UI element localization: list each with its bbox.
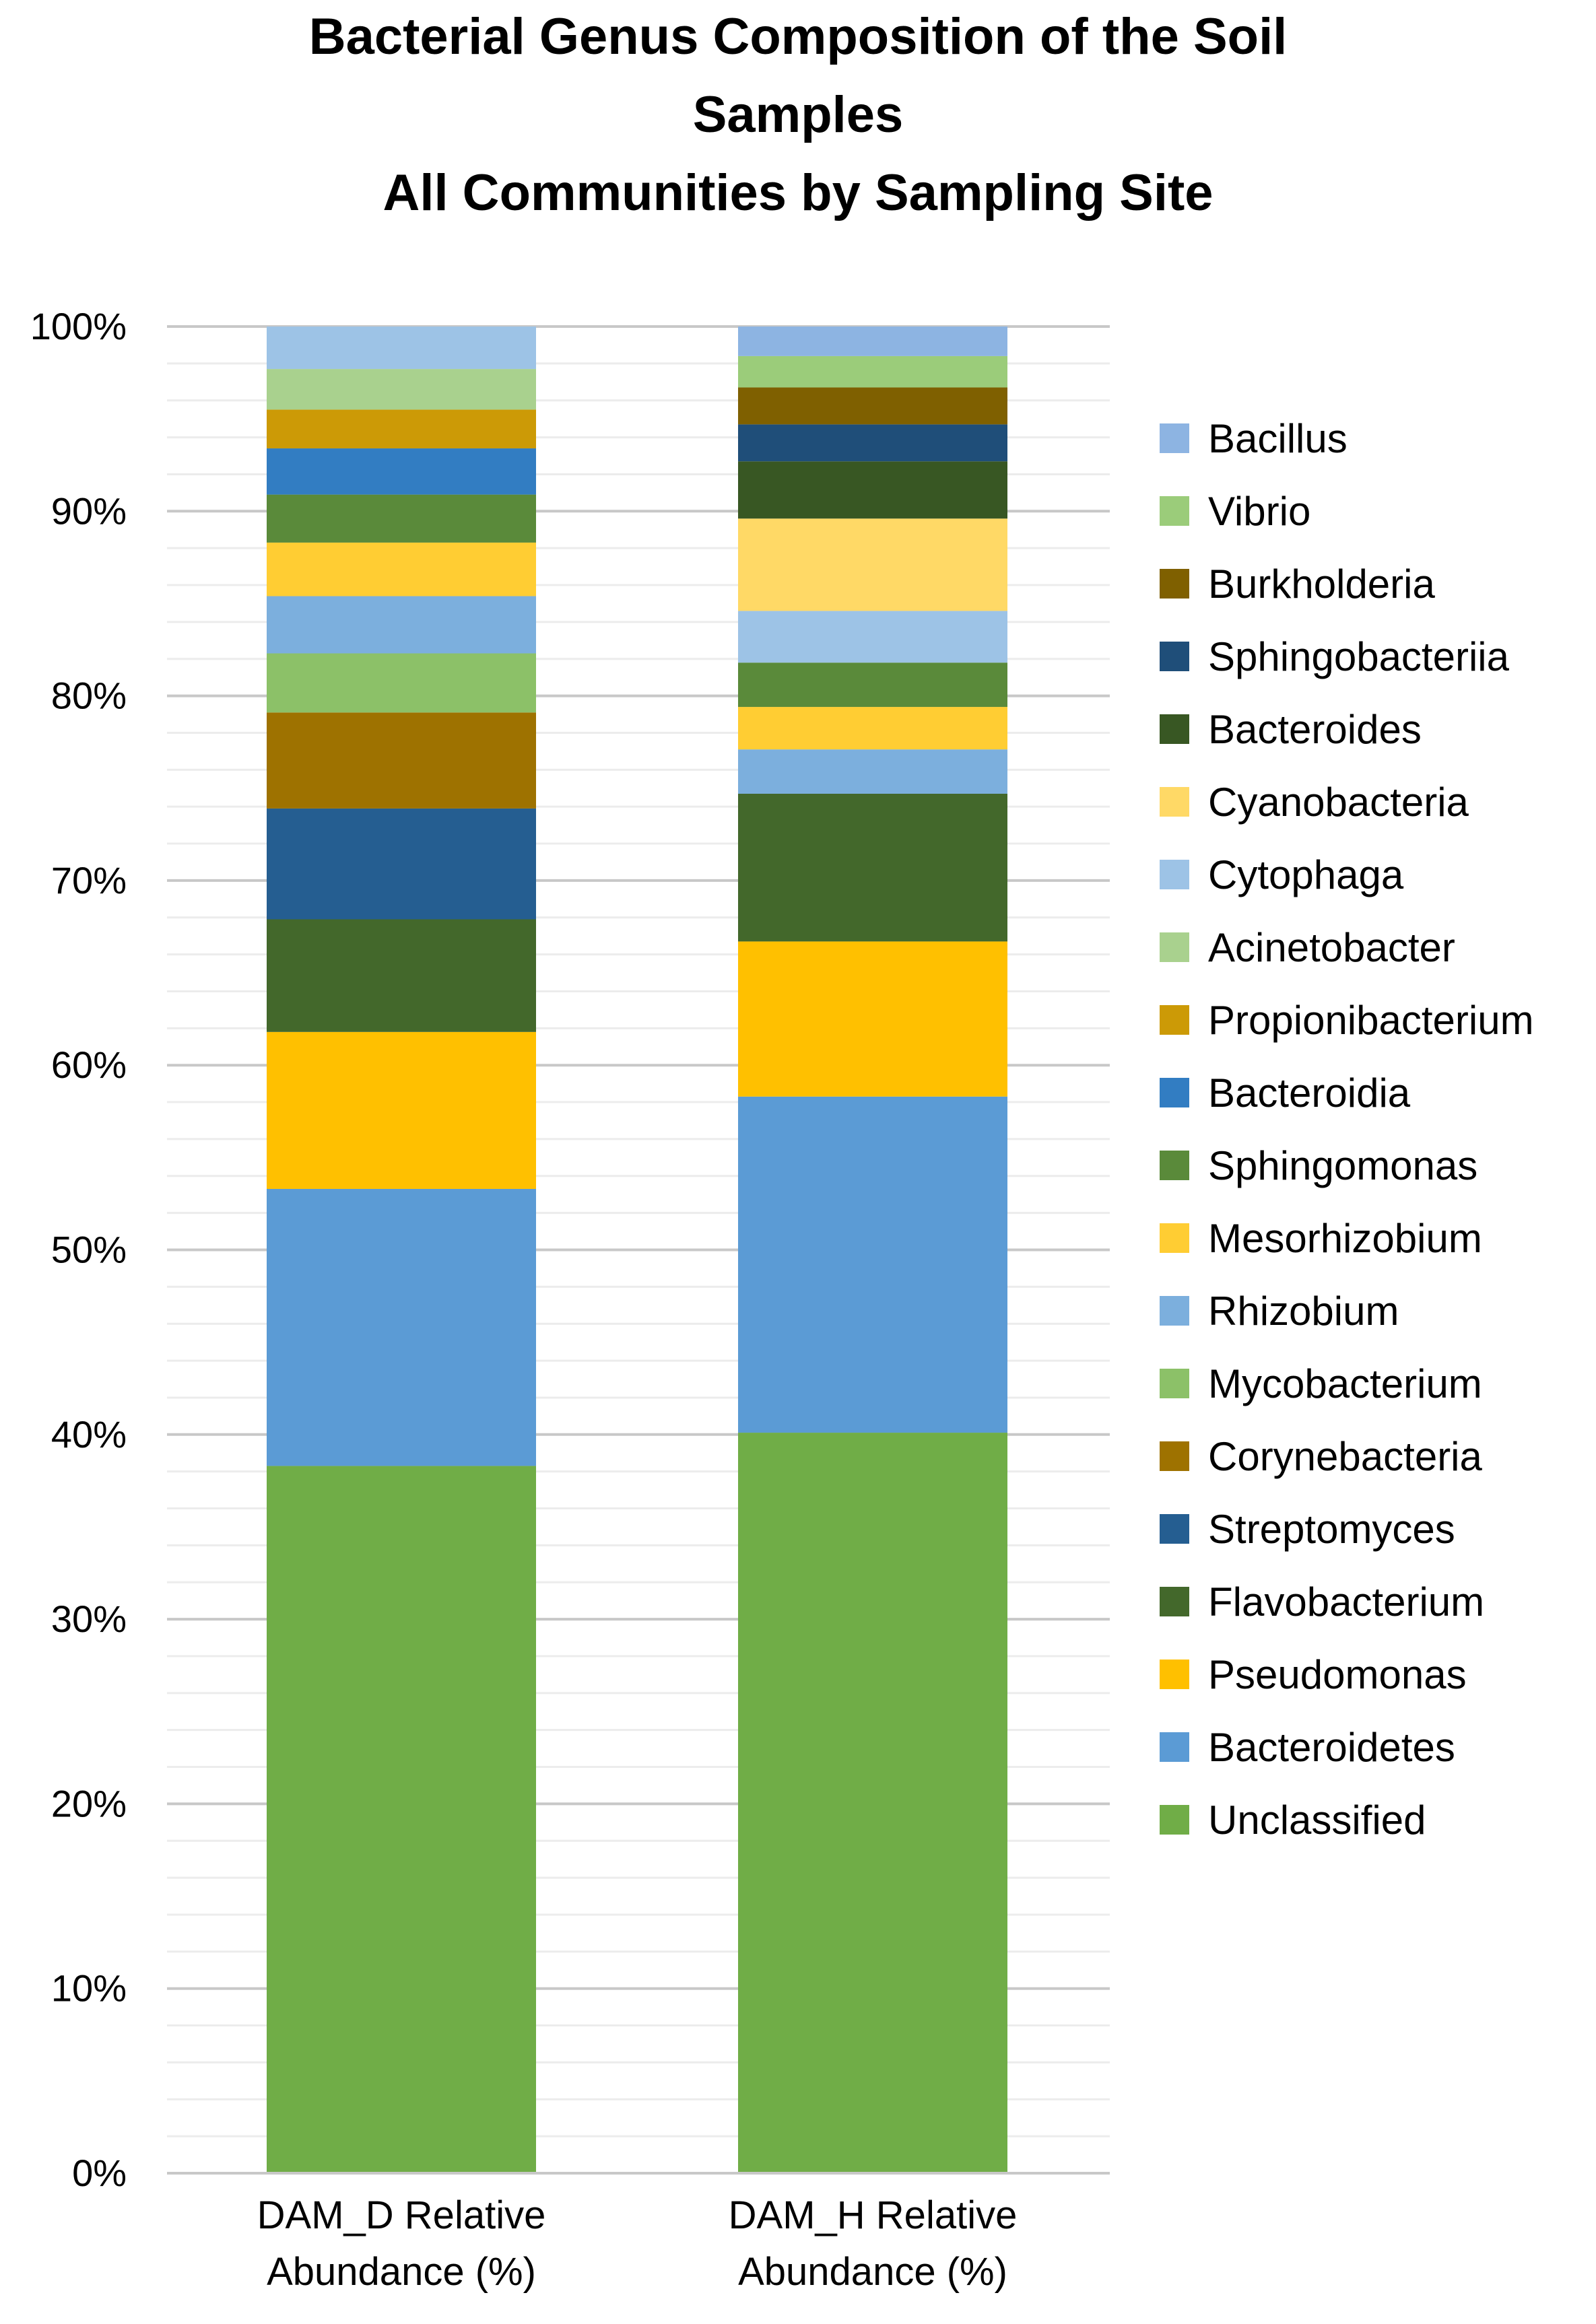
x-category-label: Abundance (%): [738, 2250, 1007, 2294]
legend-swatch: [1160, 569, 1189, 599]
legend-swatch: [1160, 932, 1189, 962]
y-axis-tick-labels: 0% 10% 20% 30% 40% 50% 60% 70% 80% 90% 100%: [30, 305, 127, 2194]
y-tick-label: 40%: [51, 1413, 127, 1456]
legend-label: Acinetobacter: [1208, 925, 1455, 970]
legend-label: Mesorhizobium: [1208, 1216, 1482, 1261]
bar-segment-pseudomonas-dam-h: [738, 941, 1007, 1097]
bar-segment-cyanobacteria-dam-h: [738, 518, 1007, 611]
legend-swatch: [1160, 1514, 1189, 1544]
y-tick-label: 70%: [51, 859, 127, 901]
bar-segment-acinetobacter-dam-d: [267, 369, 536, 410]
x-category-label: DAM_D Relative: [257, 2193, 546, 2237]
bar-segment-sphingomonas-dam-d: [267, 494, 536, 543]
bar-segment-streptomyces-dam-d: [267, 808, 536, 920]
legend-label: Sphingomonas: [1208, 1143, 1477, 1188]
bar-segment-sphingobacteriia-dam-h: [738, 424, 1007, 462]
chart-title: Bacterial Genus Composition of the Soil …: [309, 8, 1288, 221]
legend-swatch: [1160, 860, 1189, 889]
bar-segment-bacteroides-dam-h: [738, 461, 1007, 519]
legend-label: Streptomyces: [1208, 1507, 1455, 1552]
bar-segment-cytophaga-dam-h: [738, 611, 1007, 663]
x-category-label: DAM_H Relative: [729, 2193, 1018, 2237]
bar-segment-bacteroidetes-dam-h: [738, 1096, 1007, 1433]
legend-label: Propionibacterium: [1208, 998, 1534, 1043]
y-tick-label: 80%: [51, 675, 127, 717]
legend-label: Mycobacterium: [1208, 1361, 1482, 1406]
legend-swatch: [1160, 1369, 1189, 1398]
legend-swatch: [1160, 642, 1189, 671]
bar-segment-burkholderia-dam-h: [738, 387, 1007, 425]
y-tick-label: 10%: [51, 1967, 127, 2010]
legend-swatch: [1160, 1660, 1189, 1689]
bar-segment-vibrio-dam-h: [738, 355, 1007, 388]
bar-segment-unclassified-dam-d: [267, 1466, 536, 2173]
x-axis-category-labels: DAM_D Relative Abundance (%) DAM_H Relativ…: [257, 2193, 1018, 2294]
bar-segment-mycobacterium-dam-d: [267, 653, 536, 713]
x-category-label: Abundance (%): [267, 2250, 536, 2294]
bar-segment-mesorhizobium-dam-h: [738, 707, 1007, 750]
bar-segment-propionibacterium-dam-d: [267, 409, 536, 449]
chart-title-line-3: All Communities by Sampling Site: [383, 164, 1213, 221]
legend-swatch: [1160, 1441, 1189, 1471]
y-tick-label: 30%: [51, 1598, 127, 1640]
legend-label: Corynebacteria: [1208, 1434, 1483, 1479]
bars: [267, 327, 1007, 2173]
legend-swatch: [1160, 496, 1189, 526]
legend-swatch: [1160, 1732, 1189, 1762]
legend-label: Rhizobium: [1208, 1289, 1399, 1334]
bar-segment-cytophaga-dam-d: [267, 327, 536, 370]
legend-label: Flavobacterium: [1208, 1579, 1484, 1625]
bar-segment-unclassified-dam-h: [738, 1433, 1007, 2173]
legend-swatch: [1160, 1296, 1189, 1326]
bar-segment-corynebacteria-dam-d: [267, 712, 536, 809]
legend-swatch: [1160, 787, 1189, 817]
legend-swatch: [1160, 1223, 1189, 1253]
y-tick-label: 0%: [72, 2152, 127, 2194]
legend-label: Bacteroidetes: [1208, 1725, 1455, 1770]
legend-swatch: [1160, 1587, 1189, 1616]
y-tick-label: 50%: [51, 1229, 127, 1271]
legend-label: Cytophaga: [1208, 852, 1404, 897]
bar-segment-pseudomonas-dam-d: [267, 1031, 536, 1189]
chart-title-line-1: Bacterial Genus Composition of the Soil: [309, 8, 1288, 65]
legend-swatch: [1160, 714, 1189, 744]
bar-segment-bacteroidetes-dam-d: [267, 1188, 536, 1466]
legend-label: Pseudomonas: [1208, 1652, 1467, 1697]
legend-label: Vibrio: [1208, 489, 1310, 534]
legend-label: Bacillus: [1208, 416, 1348, 461]
legend-label: Cyanobacteria: [1208, 780, 1469, 825]
bar-segment-mesorhizobium-dam-d: [267, 542, 536, 596]
bar-segment-bacillus-dam-h: [738, 327, 1007, 356]
bar-segment-sphingomonas-dam-h: [738, 662, 1007, 708]
legend-swatch: [1160, 1005, 1189, 1035]
legend-swatch: [1160, 1151, 1189, 1180]
legend-swatch: [1160, 1078, 1189, 1107]
bar-segment-flavobacterium-dam-h: [738, 793, 1007, 942]
y-tick-label: 100%: [30, 305, 127, 347]
legend-label: Sphingobacteriia: [1208, 634, 1510, 679]
bar-segment-rhizobium-dam-d: [267, 596, 536, 654]
legend-swatch: [1160, 423, 1189, 453]
legend: Bacillus Vibrio Burkholderia Sphingobacteri…: [1160, 416, 1534, 1843]
y-tick-label: 20%: [51, 1782, 127, 1824]
legend-swatch: [1160, 1805, 1189, 1835]
legend-label: Bacteroides: [1208, 707, 1422, 752]
legend-label: Burkholderia: [1208, 561, 1435, 607]
bar-segment-rhizobium-dam-h: [738, 749, 1007, 794]
legend-label: Unclassified: [1208, 1798, 1426, 1843]
y-tick-label: 60%: [51, 1044, 127, 1086]
bar-segment-bacteroidia-dam-d: [267, 448, 536, 495]
chart-title-line-2: Samples: [693, 86, 904, 143]
bar-segment-flavobacterium-dam-d: [267, 919, 536, 1032]
y-tick-label: 90%: [51, 489, 127, 532]
legend-label: Bacteroidia: [1208, 1070, 1411, 1116]
